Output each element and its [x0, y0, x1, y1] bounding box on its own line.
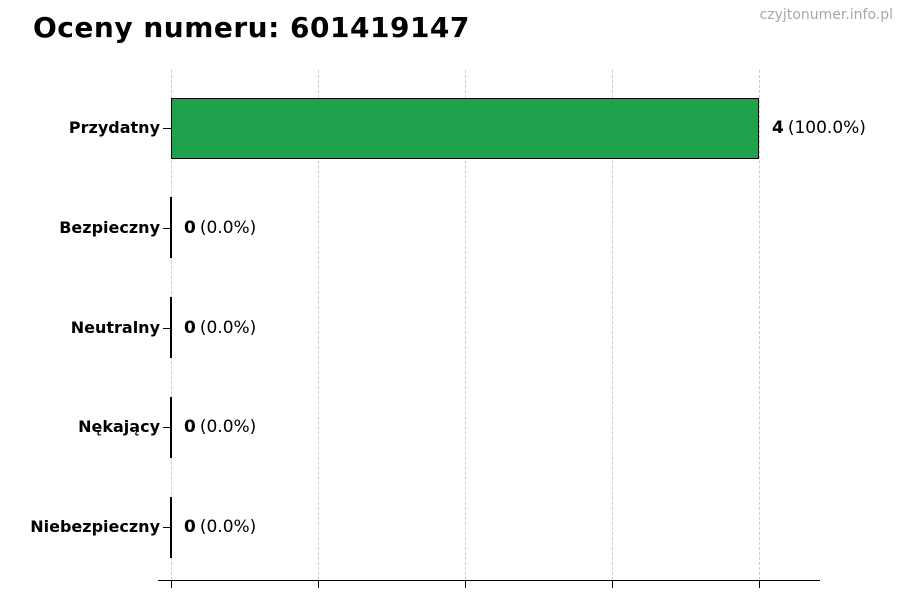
y-axis-tick [163, 527, 171, 528]
x-axis-tick [465, 581, 466, 588]
gridline [465, 70, 466, 580]
watermark: czyjtonumer.info.pl [759, 7, 893, 23]
value-label: 4 (100.0%) [772, 117, 866, 139]
value-percent: (0.0%) [199, 517, 257, 537]
x-axis-tick [171, 581, 172, 588]
category-label: Przydatny [68, 118, 160, 137]
value-number: 0 [184, 217, 196, 238]
x-axis-tick [318, 581, 319, 588]
y-axis-tick [163, 227, 171, 229]
value-label: 0 (0.0%) [184, 317, 256, 339]
zero-value-bar [170, 297, 172, 358]
category-label: Neutralny [70, 317, 160, 337]
value-label: 0 (0.0%) [184, 416, 256, 438]
value-percent: (100.0%) [787, 118, 866, 138]
value-label: 0 (0.0%) [184, 516, 256, 538]
y-axis-tick [163, 128, 171, 129]
gridline [318, 70, 319, 580]
value-number: 0 [184, 417, 196, 438]
gridline [612, 70, 613, 580]
y-axis-tick [163, 427, 171, 429]
y-axis-tick [163, 327, 171, 329]
gridline [759, 70, 760, 580]
value-percent: (0.0%) [199, 317, 257, 338]
zero-value-bar [170, 496, 172, 558]
x-axis-line [158, 580, 820, 581]
value-number: 0 [184, 317, 196, 338]
value-label: 0 (0.0%) [184, 217, 256, 239]
category-label: Bezpieczny [59, 217, 160, 237]
value-number: 0 [184, 517, 196, 537]
category-label: Niebezpieczny [30, 517, 160, 536]
bar [171, 97, 759, 159]
value-number: 4 [772, 118, 784, 138]
page-title: Oceny numeru: 601419147 [33, 11, 470, 44]
value-percent: (0.0%) [199, 417, 257, 438]
x-axis-tick [612, 581, 613, 588]
zero-value-bar [170, 396, 172, 458]
x-axis-tick [759, 581, 760, 588]
zero-value-bar [170, 197, 172, 259]
category-label: Nękający [78, 417, 160, 437]
value-percent: (0.0%) [199, 217, 257, 238]
